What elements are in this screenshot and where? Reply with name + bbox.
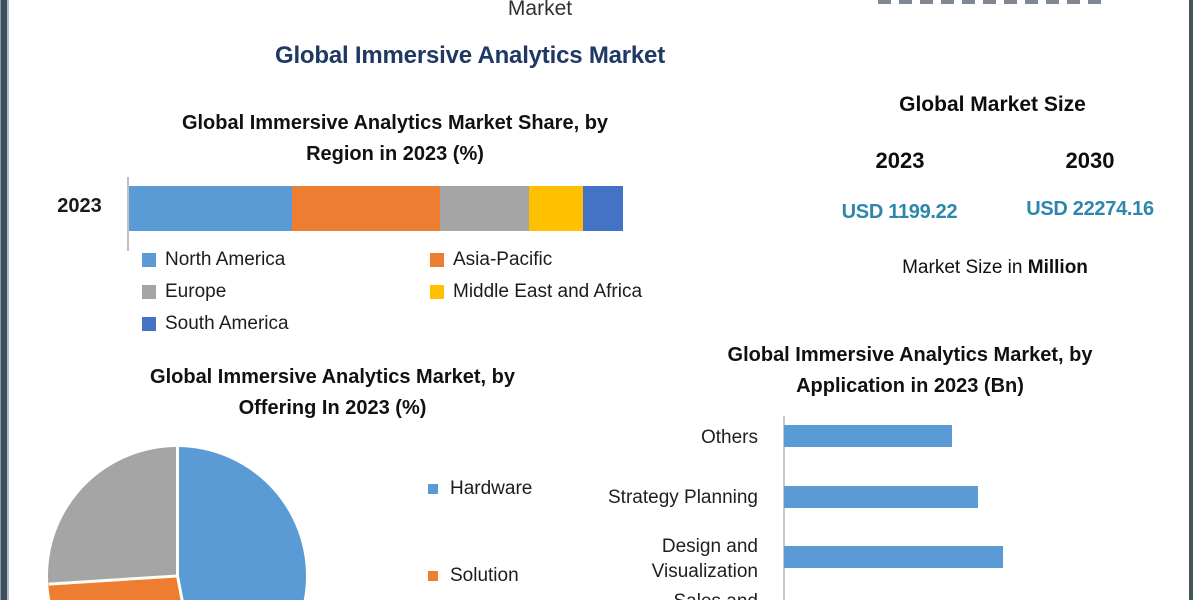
region-chart-title: Global Immersive Analytics Market Share,…	[181, 112, 609, 165]
offering-chart-title: Global Immersive Analytics Market, by Of…	[150, 366, 515, 419]
page-border-left	[0, 0, 9, 600]
market-size-title: Global Market Size	[899, 93, 1086, 116]
offering-legend-item-solution: Solution	[428, 564, 532, 587]
offering-legend-label: Solution	[450, 564, 519, 586]
region-legend-item-south-america: South America	[142, 312, 430, 335]
application-category-label-sales-and: Sales and	[580, 589, 770, 600]
region-legend-label: South America	[165, 312, 289, 334]
application-axis-line	[783, 416, 785, 600]
region-legend-swatch-north-america	[142, 252, 156, 267]
region-legend-swatch-south-america	[142, 316, 156, 331]
application-category-label-strategy-planning: Strategy Planning	[608, 487, 758, 508]
region-legend-item-middle-east-and-africa: Middle East and Africa	[430, 280, 682, 303]
top-partial-title: Market	[507, 0, 573, 20]
offering-legend: Hardware Solution	[428, 477, 532, 587]
market-size-caption: Market Size in Million	[810, 257, 1180, 279]
region-bar-segment-south-america	[583, 186, 623, 231]
market-size-value-2030: USD 22274.16	[1026, 198, 1154, 220]
region-legend-label: Asia-Pacific	[453, 248, 553, 270]
region-y-axis-label: 2023	[57, 195, 102, 217]
offering-legend-swatch-hardware	[428, 483, 438, 494]
application-category-label-others: Others	[700, 427, 758, 448]
region-legend-swatch-middle-east-and-africa	[430, 284, 444, 299]
pie-slice-divider	[175, 447, 179, 576]
offering-legend-swatch-solution	[428, 570, 438, 581]
main-title: Global Immersive Analytics Market	[274, 42, 665, 69]
offering-pie-chart	[48, 447, 306, 600]
market-size-year-2030: 2030	[1065, 148, 1115, 173]
region-legend: North America Asia-Pacific Europe Middle Ea…	[142, 248, 682, 335]
region-bar-segment-asia-pacific	[292, 186, 441, 231]
market-size-year-2023: 2023	[875, 148, 925, 173]
offering-legend-label: Hardware	[450, 477, 533, 499]
market-size-caption-unit: Million	[1027, 257, 1088, 278]
region-legend-item-europe: Europe	[142, 280, 430, 303]
region-legend-label: North America	[165, 248, 286, 270]
application-category-label-design-and-visualization: Design and Visualization	[651, 536, 758, 582]
region-legend-item-north-america: North America	[142, 248, 430, 271]
cutoff-text-remnant	[878, 0, 1102, 4]
pie-slice-divider	[48, 574, 178, 586]
region-bar-segment-europe	[440, 186, 530, 231]
region-legend-swatch-asia-pacific	[430, 252, 444, 267]
market-size-caption-text: Market Size in	[902, 257, 1023, 278]
region-axis-line	[127, 177, 129, 251]
application-chart-title: Global Immersive Analytics Market, by Ap…	[727, 344, 1093, 397]
region-legend-label: Europe	[165, 280, 227, 302]
page-border-right	[1189, 0, 1193, 600]
pie-slice-divider	[175, 575, 203, 600]
region-legend-item-asia-pacific: Asia-Pacific	[430, 248, 682, 271]
application-bar-strategy-planning	[784, 486, 978, 508]
region-bar-segment-north-america	[129, 186, 293, 231]
application-bar-others	[784, 425, 952, 447]
offering-legend-item-hardware: Hardware	[428, 477, 532, 500]
region-legend-swatch-europe	[142, 284, 156, 299]
region-legend-label: Middle East and Africa	[453, 280, 643, 302]
region-stacked-bar	[129, 186, 623, 231]
application-bar-design-and-visualization	[784, 546, 1003, 568]
region-bar-segment-middle-east-and-africa	[529, 186, 584, 231]
market-size-value-2023: USD 1199.22	[841, 201, 958, 223]
